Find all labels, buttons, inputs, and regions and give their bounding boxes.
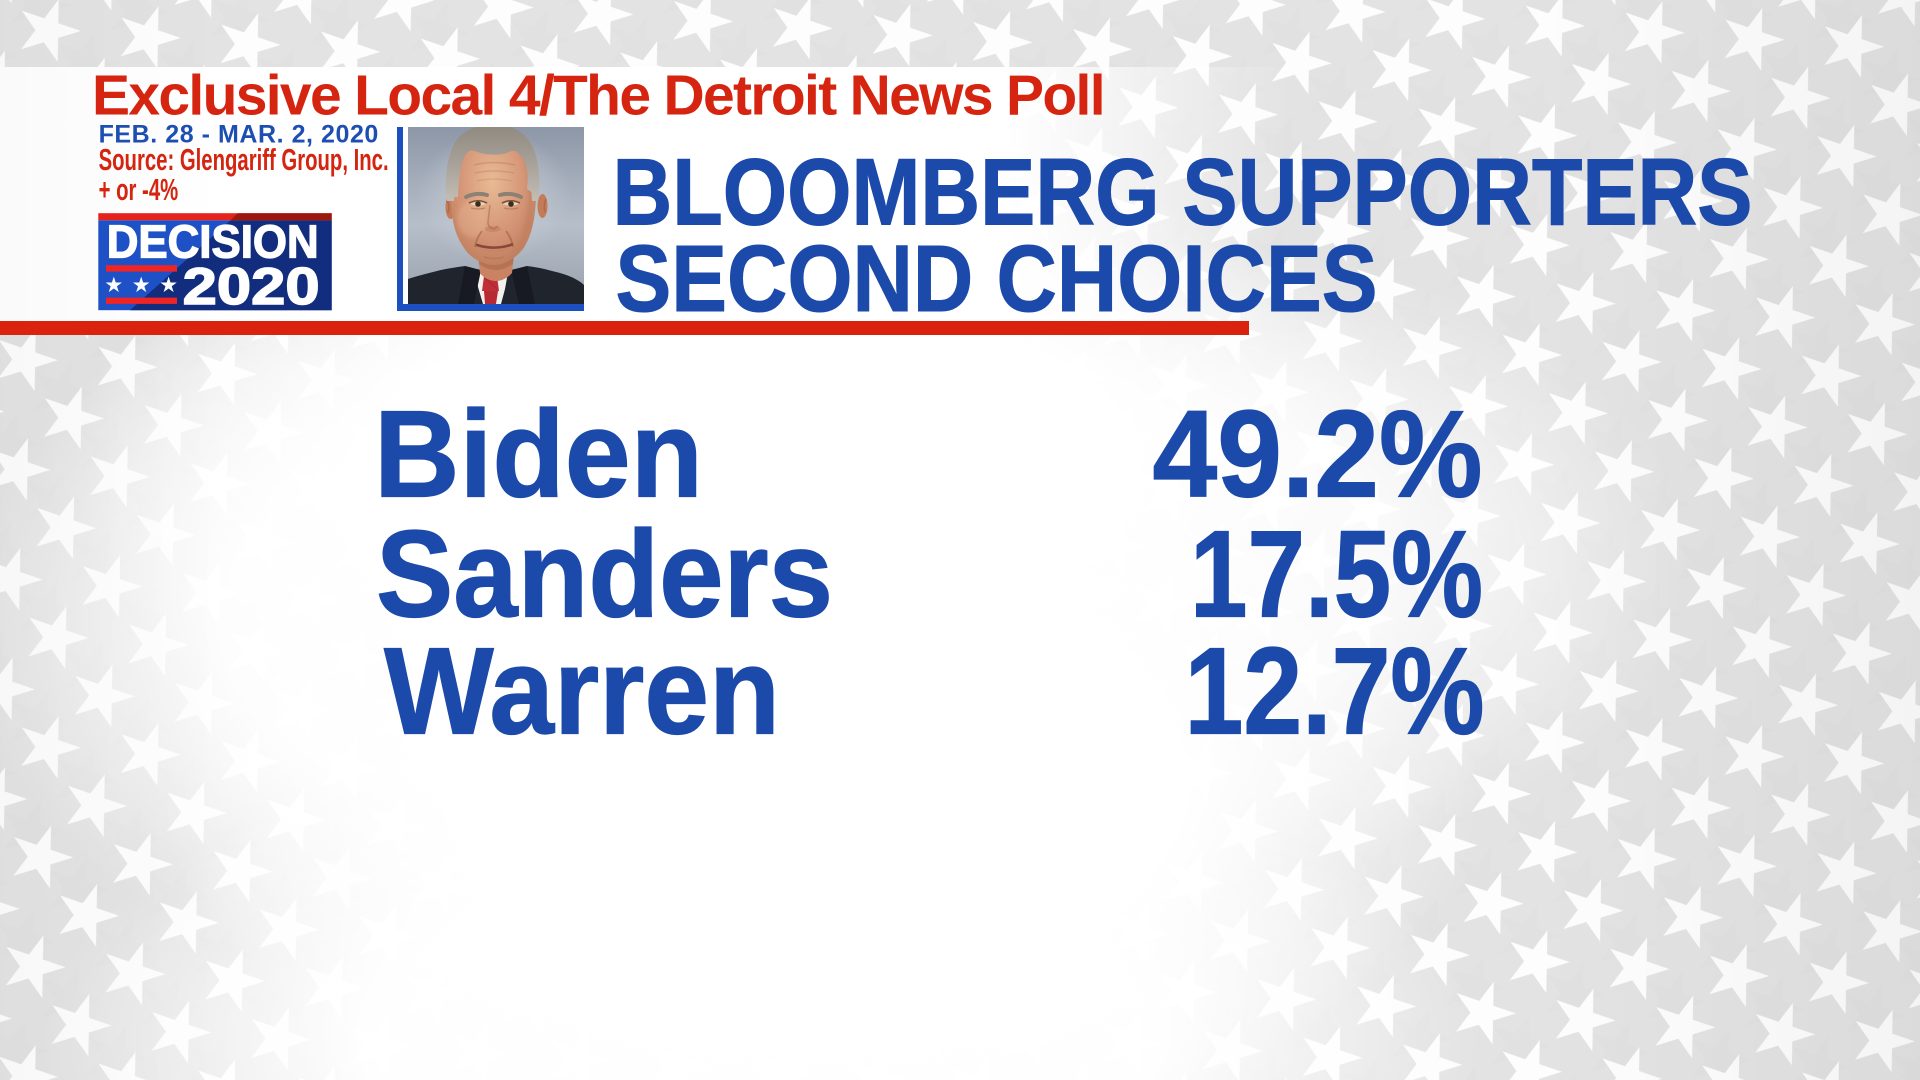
svg-text:12.7%: 12.7% bbox=[1185, 623, 1485, 760]
svg-text:+ or -4%: + or -4% bbox=[99, 174, 179, 207]
svg-text:Sanders: Sanders bbox=[376, 507, 833, 644]
svg-text:Warren: Warren bbox=[384, 623, 780, 760]
svg-text:2020: 2020 bbox=[183, 258, 320, 316]
svg-text:SECOND CHOICES: SECOND CHOICES bbox=[616, 226, 1378, 332]
svg-text:FEB. 28 - MAR. 2, 2020: FEB. 28 - MAR. 2, 2020 bbox=[99, 121, 379, 149]
svg-text:17.5%: 17.5% bbox=[1190, 507, 1483, 644]
svg-text:Source: Glengariff Group, Inc.: Source: Glengariff Group, Inc. bbox=[99, 144, 389, 177]
svg-text:Exclusive Local 4/The Detroit: Exclusive Local 4/The Detroit News Poll bbox=[92, 63, 1104, 127]
svg-text:BLOOMBERG SUPPORTERS: BLOOMBERG SUPPORTERS bbox=[613, 140, 1753, 246]
svg-text:49.2%: 49.2% bbox=[1153, 387, 1483, 524]
svg-text:DECISION: DECISION bbox=[107, 216, 319, 268]
svg-text:Biden: Biden bbox=[374, 387, 703, 524]
